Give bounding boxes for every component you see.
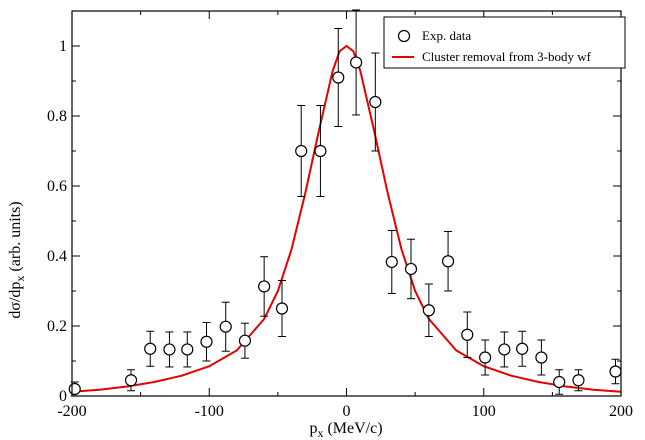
x-axis-title-sub: x [317,426,323,440]
data-point-marker [516,342,529,355]
y-axis-title-main: dσ/dp [7,282,24,319]
legend-marker-open-circle [397,29,411,43]
x-axis-title-units: (MeV/c) [323,420,382,437]
data-point-marker [572,374,585,387]
data-point [332,28,345,127]
theory-curve [71,44,622,393]
data-point [163,331,176,368]
data-point-marker [124,374,138,387]
plot-background [72,11,621,396]
data-point-marker [295,144,308,158]
x-axis-title: px (MeV/c) [309,420,382,440]
data-point-marker [163,343,176,356]
data-point [314,105,327,197]
data-point [572,369,585,392]
data-point [461,311,474,358]
data-point-marker [332,71,345,84]
data-point-marker [219,320,232,333]
x-tick-label: 0 [343,403,351,420]
data-point-marker [535,351,548,364]
y-axis-title-units: (arb. units) [7,201,24,275]
data-point [479,339,492,376]
data-point [258,256,271,317]
data-point [422,283,435,337]
theory-curve-group [71,44,622,393]
y-tick-label: 0.6 [47,178,67,195]
y-tick-label: 0.2 [47,318,67,335]
data-point-marker [369,95,382,109]
x-tick-label: 200 [609,403,633,420]
data-point [516,330,529,367]
legend-label-exp-data: Exp. data [422,28,471,43]
legend-label-theory: Cluster removal from 3-body wf [422,49,592,64]
data-point-marker [479,351,492,364]
data-point-marker [238,334,252,347]
data-point-marker [68,382,81,396]
y-tick-label: 0 [59,388,67,405]
tick-labels: -200 -100 0 100 200 0 0.2 0.4 0.6 0.8 1 [47,38,633,420]
data-point-marker [275,302,289,315]
data-point [144,330,157,367]
data-point-marker [385,255,398,269]
y-tick-label: 0.4 [47,248,67,265]
data-point-marker [404,262,418,276]
data-point [535,339,548,376]
data-point-marker [441,255,455,268]
data-point-marker [350,56,363,69]
data-point [498,331,511,368]
plot-area [72,11,621,396]
data-point [295,105,308,197]
axes [71,10,622,397]
data-point-marker [498,343,511,356]
data-point [181,331,194,368]
data-point [238,322,252,359]
data-point [275,280,289,337]
data-point [124,369,138,392]
data-point-marker [609,365,622,378]
data-point [350,9,363,116]
x-axis-title-main: p [309,420,317,437]
data-point-marker [461,328,474,341]
data-point [219,301,232,352]
data-point-marker [314,144,327,158]
legend: Exp. data Cluster removal from 3-body wf [383,16,626,69]
x-tick-label: -100 [195,403,224,420]
data-point-marker [144,342,157,355]
y-axis-title-sub: x [13,276,27,282]
data-point-marker [258,280,271,293]
x-tick-label: -200 [57,403,86,420]
exp-data-points-group [68,9,622,397]
data-point-marker [553,375,566,389]
data-point [200,322,213,362]
data-point-marker [422,304,435,317]
y-axis-title: dσ/dpx (arb. units) [7,201,27,318]
y-tick-label: 0.8 [47,108,67,125]
y-tick-label: 1 [59,38,67,55]
x-tick-label: 100 [472,403,496,420]
data-point [404,238,418,300]
legend-box [383,16,626,69]
data-point-marker [200,335,213,348]
data-point [441,231,455,292]
data-point [369,52,382,152]
data-point [385,229,398,294]
data-point [553,369,566,395]
data-point-marker [181,343,194,356]
